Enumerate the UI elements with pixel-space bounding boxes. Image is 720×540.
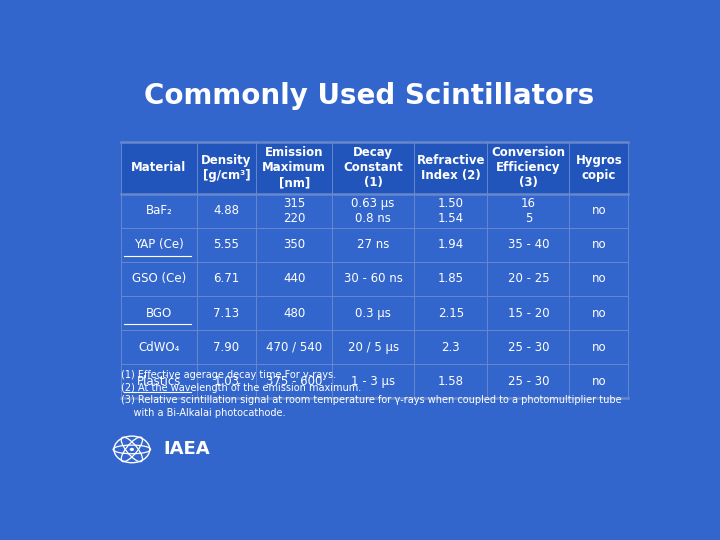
Text: YAP (Ce): YAP (Ce) xyxy=(134,238,184,251)
Text: 5.55: 5.55 xyxy=(214,238,240,251)
Text: Refractive
Index (2): Refractive Index (2) xyxy=(416,154,485,182)
Text: 25 - 30: 25 - 30 xyxy=(508,341,549,354)
Bar xyxy=(121,228,629,262)
Text: 25 - 30: 25 - 30 xyxy=(508,375,549,388)
Circle shape xyxy=(130,448,134,451)
Text: 20 - 25: 20 - 25 xyxy=(508,273,549,286)
Text: no: no xyxy=(592,341,606,354)
Text: 0.3 μs: 0.3 μs xyxy=(355,307,391,320)
Text: Material: Material xyxy=(131,161,186,174)
Text: no: no xyxy=(592,273,606,286)
Text: no: no xyxy=(592,238,606,251)
Text: 1.85: 1.85 xyxy=(438,273,464,286)
Text: Commonly Used Scintillators: Commonly Used Scintillators xyxy=(144,82,594,110)
Text: IAEA: IAEA xyxy=(163,441,210,458)
Text: BaF₂: BaF₂ xyxy=(145,204,172,217)
Text: 480: 480 xyxy=(283,307,305,320)
Text: 440: 440 xyxy=(283,273,305,286)
Text: 375 - 600: 375 - 600 xyxy=(266,375,323,388)
Text: with a Bi-Alkalai photocathode.: with a Bi-Alkalai photocathode. xyxy=(121,408,285,418)
Text: BGO: BGO xyxy=(145,307,172,320)
Text: 7.13: 7.13 xyxy=(213,307,240,320)
Text: Density
[g/cm³]: Density [g/cm³] xyxy=(202,154,252,182)
Text: no: no xyxy=(592,375,606,388)
Text: 2.15: 2.15 xyxy=(438,307,464,320)
Text: 15 - 20: 15 - 20 xyxy=(508,307,549,320)
Text: 16
5: 16 5 xyxy=(521,197,536,225)
Text: 7.90: 7.90 xyxy=(213,341,240,354)
Text: no: no xyxy=(592,307,606,320)
Text: 315
220: 315 220 xyxy=(283,197,305,225)
Text: 470 / 540: 470 / 540 xyxy=(266,341,323,354)
Bar xyxy=(121,262,629,296)
Bar xyxy=(121,141,629,194)
Text: 4.88: 4.88 xyxy=(213,204,240,217)
Text: (1) Effective agerage decay time For γ-rays.: (1) Effective agerage decay time For γ-r… xyxy=(121,370,336,380)
Text: Decay
Constant
(1): Decay Constant (1) xyxy=(343,146,403,189)
Bar xyxy=(121,296,629,330)
Text: 1.03: 1.03 xyxy=(213,375,240,388)
Text: (3) Relative scintillation signal at room temperature for γ-rays when coupled to: (3) Relative scintillation signal at roo… xyxy=(121,395,621,406)
Text: GSO (Ce): GSO (Ce) xyxy=(132,273,186,286)
Text: 2.3: 2.3 xyxy=(441,341,460,354)
Text: (2) At the wavelength of the emission maximum.: (2) At the wavelength of the emission ma… xyxy=(121,383,361,393)
Text: Plastics: Plastics xyxy=(137,375,181,388)
Bar xyxy=(121,194,629,228)
Text: 350: 350 xyxy=(283,238,305,251)
Text: no: no xyxy=(592,204,606,217)
Text: 1.58: 1.58 xyxy=(438,375,464,388)
Text: Emission
Maximum
[nm]: Emission Maximum [nm] xyxy=(262,146,326,189)
Bar xyxy=(121,330,629,364)
Text: Hygros
copic: Hygros copic xyxy=(575,154,622,182)
Text: 6.71: 6.71 xyxy=(213,273,240,286)
Text: 35 - 40: 35 - 40 xyxy=(508,238,549,251)
Text: 0.63 μs
0.8 ns: 0.63 μs 0.8 ns xyxy=(351,197,395,225)
Text: 20 / 5 μs: 20 / 5 μs xyxy=(348,341,399,354)
Text: 1.94: 1.94 xyxy=(438,238,464,251)
Text: Conversion
Efficiency
(3): Conversion Efficiency (3) xyxy=(491,146,565,189)
Text: CdWO₄: CdWO₄ xyxy=(138,341,179,354)
Text: 1.50
1.54: 1.50 1.54 xyxy=(438,197,464,225)
Bar xyxy=(121,364,629,399)
Text: 1 - 3 μs: 1 - 3 μs xyxy=(351,375,395,388)
Text: 27 ns: 27 ns xyxy=(357,238,390,251)
Text: 30 - 60 ns: 30 - 60 ns xyxy=(343,273,402,286)
